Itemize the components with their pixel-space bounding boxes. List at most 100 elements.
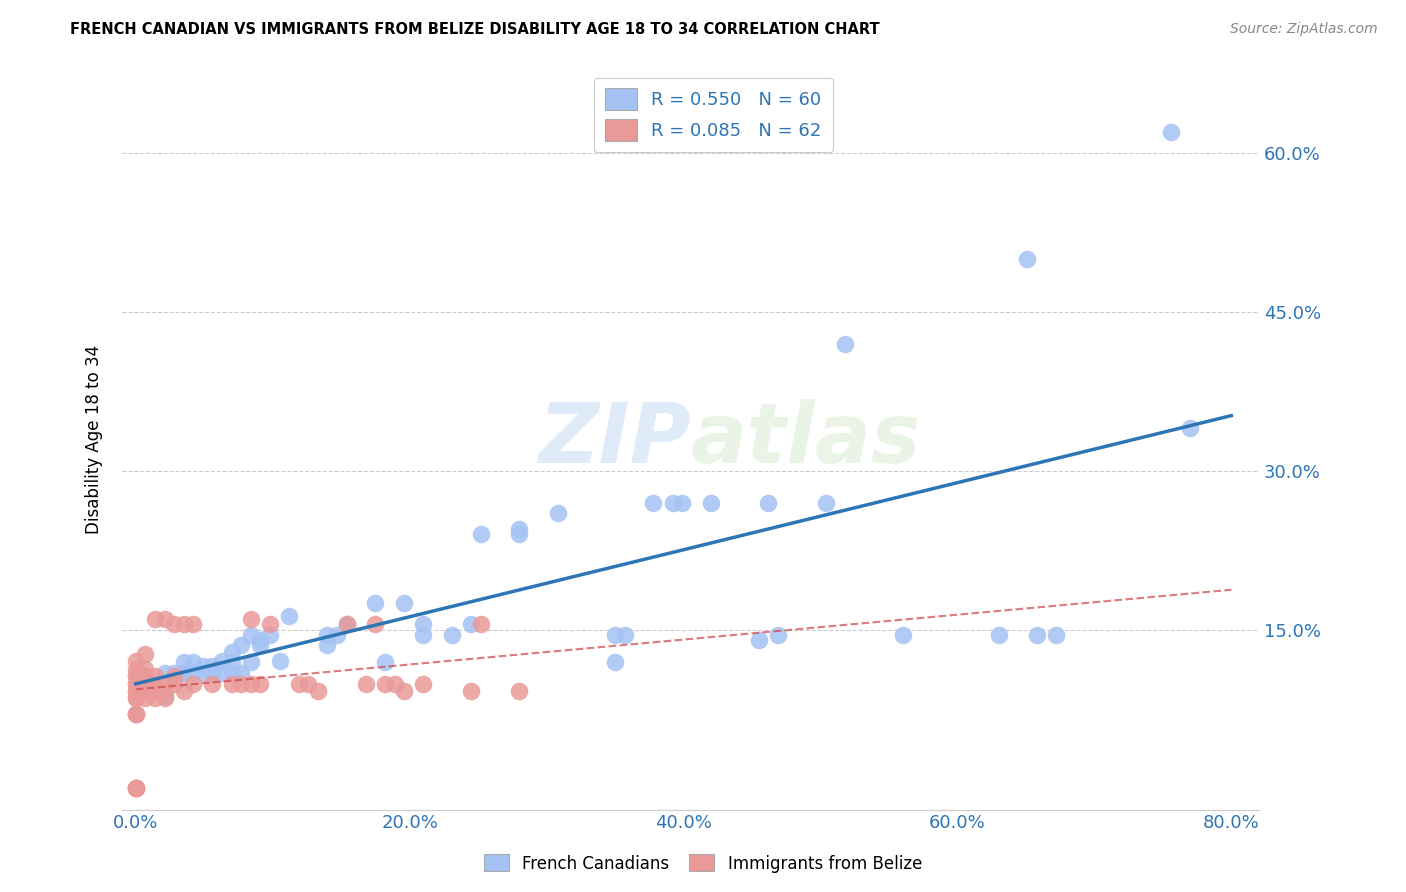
Point	[173, 656, 195, 670]
Point	[125, 781, 148, 796]
Point	[134, 662, 156, 676]
Point	[316, 639, 339, 653]
Point	[239, 676, 262, 690]
Point	[470, 527, 492, 541]
Point	[547, 506, 569, 520]
Point	[125, 781, 148, 796]
Point	[1017, 252, 1039, 266]
Point	[153, 691, 176, 706]
Point	[1160, 125, 1182, 139]
Point	[153, 676, 176, 690]
Text: ZIP: ZIP	[537, 399, 690, 480]
Point	[221, 645, 243, 659]
Point	[239, 628, 262, 642]
Point	[134, 676, 156, 690]
Point	[125, 676, 148, 690]
Point	[153, 612, 176, 626]
Point	[143, 691, 166, 706]
Point	[125, 676, 148, 690]
Point	[364, 617, 387, 632]
Point	[134, 647, 156, 661]
Point	[412, 617, 434, 632]
Point	[259, 628, 281, 642]
Text: Source: ZipAtlas.com: Source: ZipAtlas.com	[1230, 22, 1378, 37]
Point	[460, 684, 482, 698]
Point	[181, 617, 204, 632]
Point	[153, 665, 176, 680]
Point	[143, 669, 166, 683]
Point	[143, 612, 166, 626]
Point	[297, 676, 319, 690]
Point	[134, 691, 156, 706]
Point	[201, 676, 224, 690]
Point	[143, 676, 166, 690]
Point	[181, 676, 204, 690]
Point	[766, 628, 789, 642]
Point	[412, 628, 434, 642]
Point	[987, 628, 1010, 642]
Point	[173, 665, 195, 680]
Y-axis label: Disability Age 18 to 34: Disability Age 18 to 34	[86, 344, 103, 533]
Point	[125, 669, 148, 683]
Point	[834, 336, 856, 351]
Point	[134, 669, 156, 683]
Point	[125, 662, 148, 676]
Point	[364, 596, 387, 610]
Point	[613, 628, 636, 642]
Point	[134, 684, 156, 698]
Point	[671, 495, 693, 509]
Point	[211, 654, 233, 668]
Point	[470, 617, 492, 632]
Point	[125, 654, 148, 668]
Point	[134, 676, 156, 690]
Point	[125, 781, 148, 796]
Point	[354, 676, 377, 690]
Point	[508, 522, 530, 536]
Point	[191, 658, 214, 673]
Text: FRENCH CANADIAN VS IMMIGRANTS FROM BELIZE DISABILITY AGE 18 TO 34 CORRELATION CH: FRENCH CANADIAN VS IMMIGRANTS FROM BELIZ…	[70, 22, 880, 37]
Point	[307, 684, 329, 698]
Point	[134, 669, 156, 683]
Point	[125, 781, 148, 796]
Point	[316, 628, 339, 642]
Point	[700, 495, 723, 509]
Point	[239, 612, 262, 626]
Point	[191, 665, 214, 680]
Point	[661, 495, 683, 509]
Point	[891, 628, 914, 642]
Point	[201, 658, 224, 673]
Point	[374, 676, 396, 690]
Point	[181, 665, 204, 680]
Legend: R = 0.550   N = 60, R = 0.085   N = 62: R = 0.550 N = 60, R = 0.085 N = 62	[593, 78, 832, 153]
Point	[412, 676, 434, 690]
Point	[153, 690, 176, 704]
Point	[508, 527, 530, 541]
Point	[153, 684, 176, 698]
Point	[1025, 628, 1047, 642]
Point	[163, 665, 186, 680]
Point	[125, 707, 148, 722]
Point	[163, 669, 186, 683]
Point	[163, 676, 186, 690]
Point	[287, 676, 309, 690]
Point	[143, 684, 166, 698]
Point	[125, 684, 148, 698]
Point	[125, 707, 148, 722]
Point	[125, 691, 148, 706]
Point	[374, 656, 396, 670]
Point	[125, 691, 148, 706]
Point	[278, 608, 301, 623]
Point	[173, 665, 195, 680]
Point	[231, 639, 253, 653]
Point	[758, 495, 780, 509]
Text: atlas: atlas	[690, 399, 921, 480]
Point	[326, 628, 349, 642]
Point	[181, 656, 204, 670]
Point	[1045, 628, 1067, 642]
Point	[336, 617, 359, 632]
Point	[392, 596, 415, 610]
Point	[211, 665, 233, 680]
Point	[748, 633, 770, 648]
Point	[643, 495, 665, 509]
Point	[221, 665, 243, 680]
